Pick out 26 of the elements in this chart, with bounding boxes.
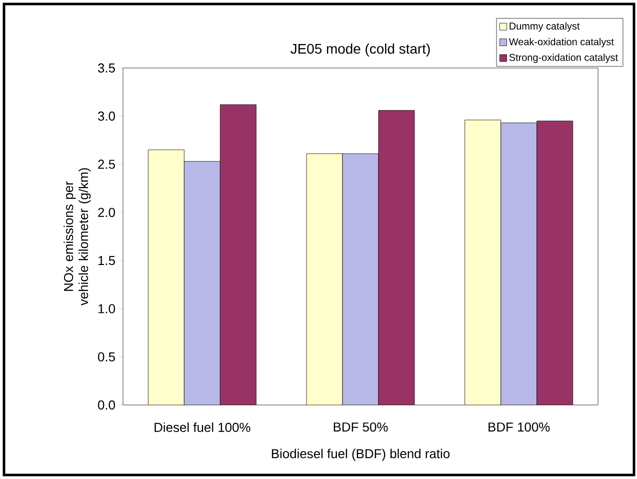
chart-title: JE05 mode (cold start) [290,44,430,56]
bar [464,120,502,405]
x-tick-label: BDF 50% [334,422,388,432]
y-tick-label: 0.0 [98,400,116,410]
y-tick-label: 3.5 [98,63,115,73]
legend-label: Weak-oxidation catalyst [508,38,614,48]
bar [342,153,379,405]
bar [536,120,574,405]
bar [184,161,220,405]
x-axis-title: Biodiesel fuel (BDF) blend ratio [272,448,450,461]
y-tick-label: 0.5 [98,352,115,362]
x-tick-label: BDF 100% [488,422,550,432]
y-tick-label: 2.0 [98,208,116,217]
y-tick-label: 1.5 [98,256,115,266]
y-tick-label: 2.5 [98,160,115,169]
bar [306,153,343,405]
legend-label: Dummy catalyst [510,22,580,32]
y-axis-title: NOx emissions per vehicle kilometer (g/km) [64,168,91,306]
bar [148,150,184,405]
bar [500,122,538,405]
bar [378,110,415,405]
x-tick-label: Diesel fuel 100% [154,422,250,432]
y-tick-label: 3.0 [98,112,116,121]
legend-label: Strong-oxidation catalyst [509,54,618,63]
y-tick-label: 1.0 [98,304,116,314]
bar [220,104,256,405]
